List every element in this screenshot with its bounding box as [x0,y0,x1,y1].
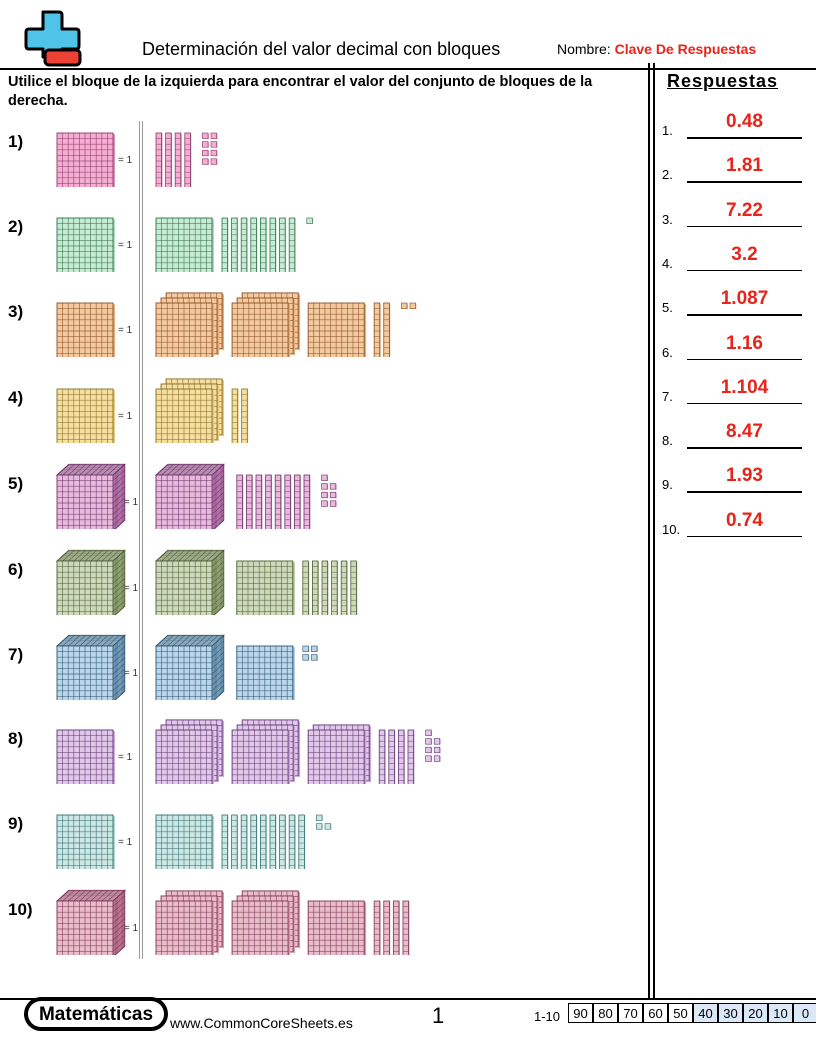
svg-text:3): 3) [8,302,23,321]
svg-text:7): 7) [8,645,23,664]
svg-text:1): 1) [8,132,23,151]
svg-text:9): 9) [8,814,23,833]
svg-text:= 1: = 1 [124,497,139,508]
svg-text:= 1: = 1 [124,923,139,934]
svg-text:= 1: = 1 [124,668,139,679]
svg-text:= 1: = 1 [124,583,139,594]
svg-text:= 1: = 1 [118,411,133,422]
svg-text:= 1: = 1 [118,752,133,763]
svg-text:2): 2) [8,217,23,236]
svg-text:= 1: = 1 [118,155,133,166]
svg-text:8): 8) [8,729,23,748]
svg-text:10): 10) [8,900,33,919]
svg-text:= 1: = 1 [118,837,133,848]
svg-text:5): 5) [8,474,23,493]
svg-text:= 1: = 1 [118,325,133,336]
svg-text:= 1: = 1 [118,240,133,251]
svg-text:6): 6) [8,560,23,579]
svg-text:4): 4) [8,388,23,407]
svg-text:Matemáticas: Matemáticas [39,1004,153,1025]
